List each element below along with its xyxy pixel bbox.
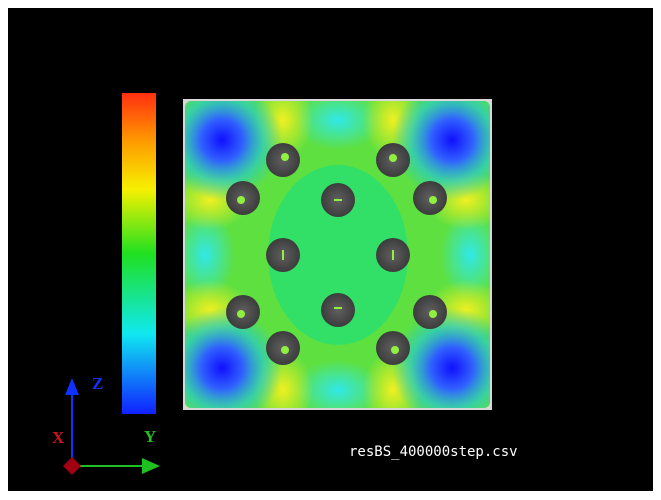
color-bar	[122, 93, 156, 414]
page: {"axes": {"z": "Z", "x": "X", "y": "Y"},…	[0, 0, 661, 500]
file-name: resBS_400000step.csv	[349, 444, 518, 460]
y-axis-label: Y	[144, 427, 156, 446]
plate	[162, 80, 512, 430]
x-axis-label: X	[52, 428, 65, 447]
z-axis-label: Z	[92, 374, 103, 393]
viewer: Z X Y resBS_400000step.csv	[0, 0, 661, 500]
